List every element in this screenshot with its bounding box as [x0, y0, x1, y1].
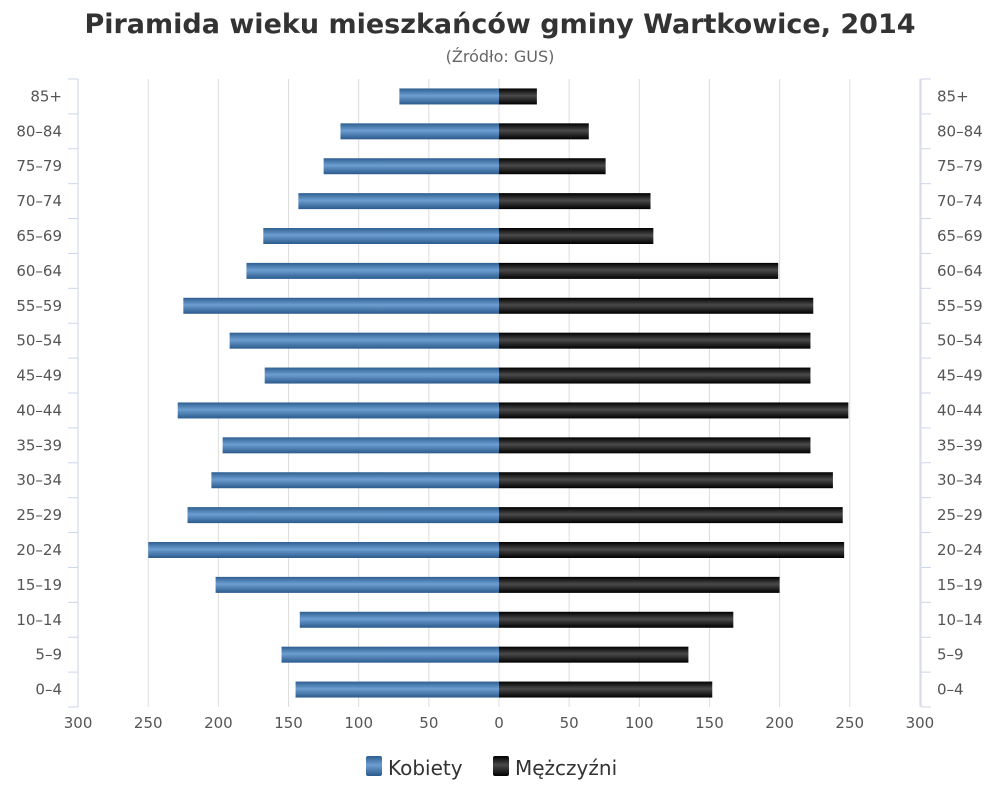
y-tick-label-left: 10–14 — [16, 611, 62, 629]
x-tick-label: 200 — [765, 714, 794, 732]
x-tick-label: 150 — [274, 714, 303, 732]
bar-kobiety — [246, 262, 499, 279]
bar-mezczyzni — [499, 611, 734, 628]
legend-label-kobiety: Kobiety — [388, 756, 463, 780]
bar-kobiety — [183, 297, 499, 314]
y-tick-label-left: 60–64 — [16, 262, 62, 280]
x-tick-label: 0 — [494, 714, 504, 732]
x-tick-label: 250 — [134, 714, 163, 732]
y-tick-label-right: 50–54 — [937, 332, 983, 350]
bar-mezczyzni — [499, 158, 606, 175]
x-tick-label: 100 — [344, 714, 373, 732]
bar-mezczyzni — [499, 507, 843, 524]
y-tick-label-left: 0–4 — [35, 681, 62, 699]
x-tick-label: 200 — [204, 714, 233, 732]
bar-mezczyzni — [499, 228, 654, 244]
bar-mezczyzni — [499, 367, 811, 384]
y-tick-label-right: 75–79 — [937, 157, 983, 175]
y-tick-label-right: 55–59 — [937, 297, 983, 315]
bar-mezczyzni — [499, 88, 537, 105]
legend-label-mezczyzni: Mężczyźni — [515, 756, 617, 780]
x-tick-label: 50 — [560, 714, 579, 732]
y-tick-label-right: 0–4 — [937, 681, 964, 699]
bar-kobiety — [148, 542, 499, 558]
legend-swatch-mezczyzni — [493, 756, 509, 776]
y-tick-label-left: 30–34 — [16, 471, 62, 489]
x-tick-label: 300 — [906, 714, 935, 732]
bar-kobiety — [281, 646, 499, 663]
y-tick-label-left: 15–19 — [16, 576, 62, 594]
y-tick-label-left: 75–79 — [16, 157, 62, 175]
bar-kobiety — [298, 193, 499, 210]
legend: Kobiety Mężczyźni — [366, 756, 617, 780]
bar-kobiety — [222, 437, 499, 454]
bar-kobiety — [215, 576, 499, 593]
y-tick-label-left: 25–29 — [16, 506, 62, 524]
y-tick-label-right: 45–49 — [937, 367, 983, 385]
legend-swatch-kobiety — [366, 756, 382, 776]
bar-kobiety — [299, 611, 499, 628]
bar-mezczyzni — [499, 402, 849, 419]
x-tick-label: 150 — [695, 714, 724, 732]
bar-kobiety — [177, 402, 499, 419]
bar-mezczyzni — [499, 681, 713, 698]
y-tick-label-right: 35–39 — [937, 436, 983, 454]
bar-mezczyzni — [499, 437, 811, 454]
bar-mezczyzni — [499, 297, 814, 314]
bar-kobiety — [264, 367, 499, 384]
y-tick-label-left: 45–49 — [16, 367, 62, 385]
x-tick-label: 50 — [419, 714, 438, 732]
y-tick-label-left: 20–24 — [16, 541, 62, 559]
y-tick-label-right: 85+ — [937, 87, 969, 105]
chart-subtitle: (Źródło: GUS) — [446, 47, 555, 66]
y-tick-label-right: 65–69 — [937, 227, 983, 245]
bar-mezczyzni — [499, 193, 651, 210]
bar-kobiety — [323, 158, 499, 175]
y-tick-label-left: 80–84 — [16, 122, 62, 140]
bar-kobiety — [211, 472, 499, 489]
y-tick-label-right: 30–34 — [937, 471, 983, 489]
x-tick-label: 300 — [64, 714, 93, 732]
y-tick-label-right: 5–9 — [937, 646, 964, 664]
y-tick-label-right: 40–44 — [937, 401, 983, 419]
bar-mezczyzni — [499, 332, 811, 349]
y-tick-label-left: 55–59 — [16, 297, 62, 315]
bar-kobiety — [340, 123, 499, 140]
plot-area: 300 250 200 150 100 50 0 50 100 150 200 250 300 85+ 85… — [16, 78, 983, 732]
chart-title: Piramida wieku mieszkańców gminy Wartkow… — [84, 9, 915, 40]
y-tick-label-left: 50–54 — [16, 332, 62, 350]
bar-mezczyzni — [499, 123, 589, 140]
y-tick-label-left: 5–9 — [35, 646, 62, 664]
y-tick-label-left: 35–39 — [16, 436, 62, 454]
y-tick-label-left: 40–44 — [16, 401, 62, 419]
y-tick-label-right: 80–84 — [937, 122, 983, 140]
x-tick-label: 100 — [625, 714, 654, 732]
y-tick-label-right: 70–74 — [937, 192, 983, 210]
bar-kobiety — [263, 228, 499, 244]
x-tick-label: 250 — [835, 714, 864, 732]
y-tick-label-left: 85+ — [30, 87, 62, 105]
bar-kobiety — [187, 507, 499, 524]
bar-mezczyzni — [499, 542, 845, 558]
bar-mezczyzni — [499, 472, 833, 489]
y-tick-label-left: 70–74 — [16, 192, 62, 210]
y-tick-label-right: 20–24 — [937, 541, 983, 559]
bar-kobiety — [295, 681, 499, 698]
bar-kobiety — [229, 332, 499, 349]
y-tick-label-right: 15–19 — [937, 576, 983, 594]
y-tick-label-right: 10–14 — [937, 611, 983, 629]
bar-mezczyzni — [499, 576, 780, 593]
y-tick-label-right: 60–64 — [937, 262, 983, 280]
y-tick-label-left: 65–69 — [16, 227, 62, 245]
y-tick-label-right: 25–29 — [937, 506, 983, 524]
bar-mezczyzni — [499, 646, 689, 663]
bar-kobiety — [399, 88, 499, 105]
bar-mezczyzni — [499, 262, 779, 279]
